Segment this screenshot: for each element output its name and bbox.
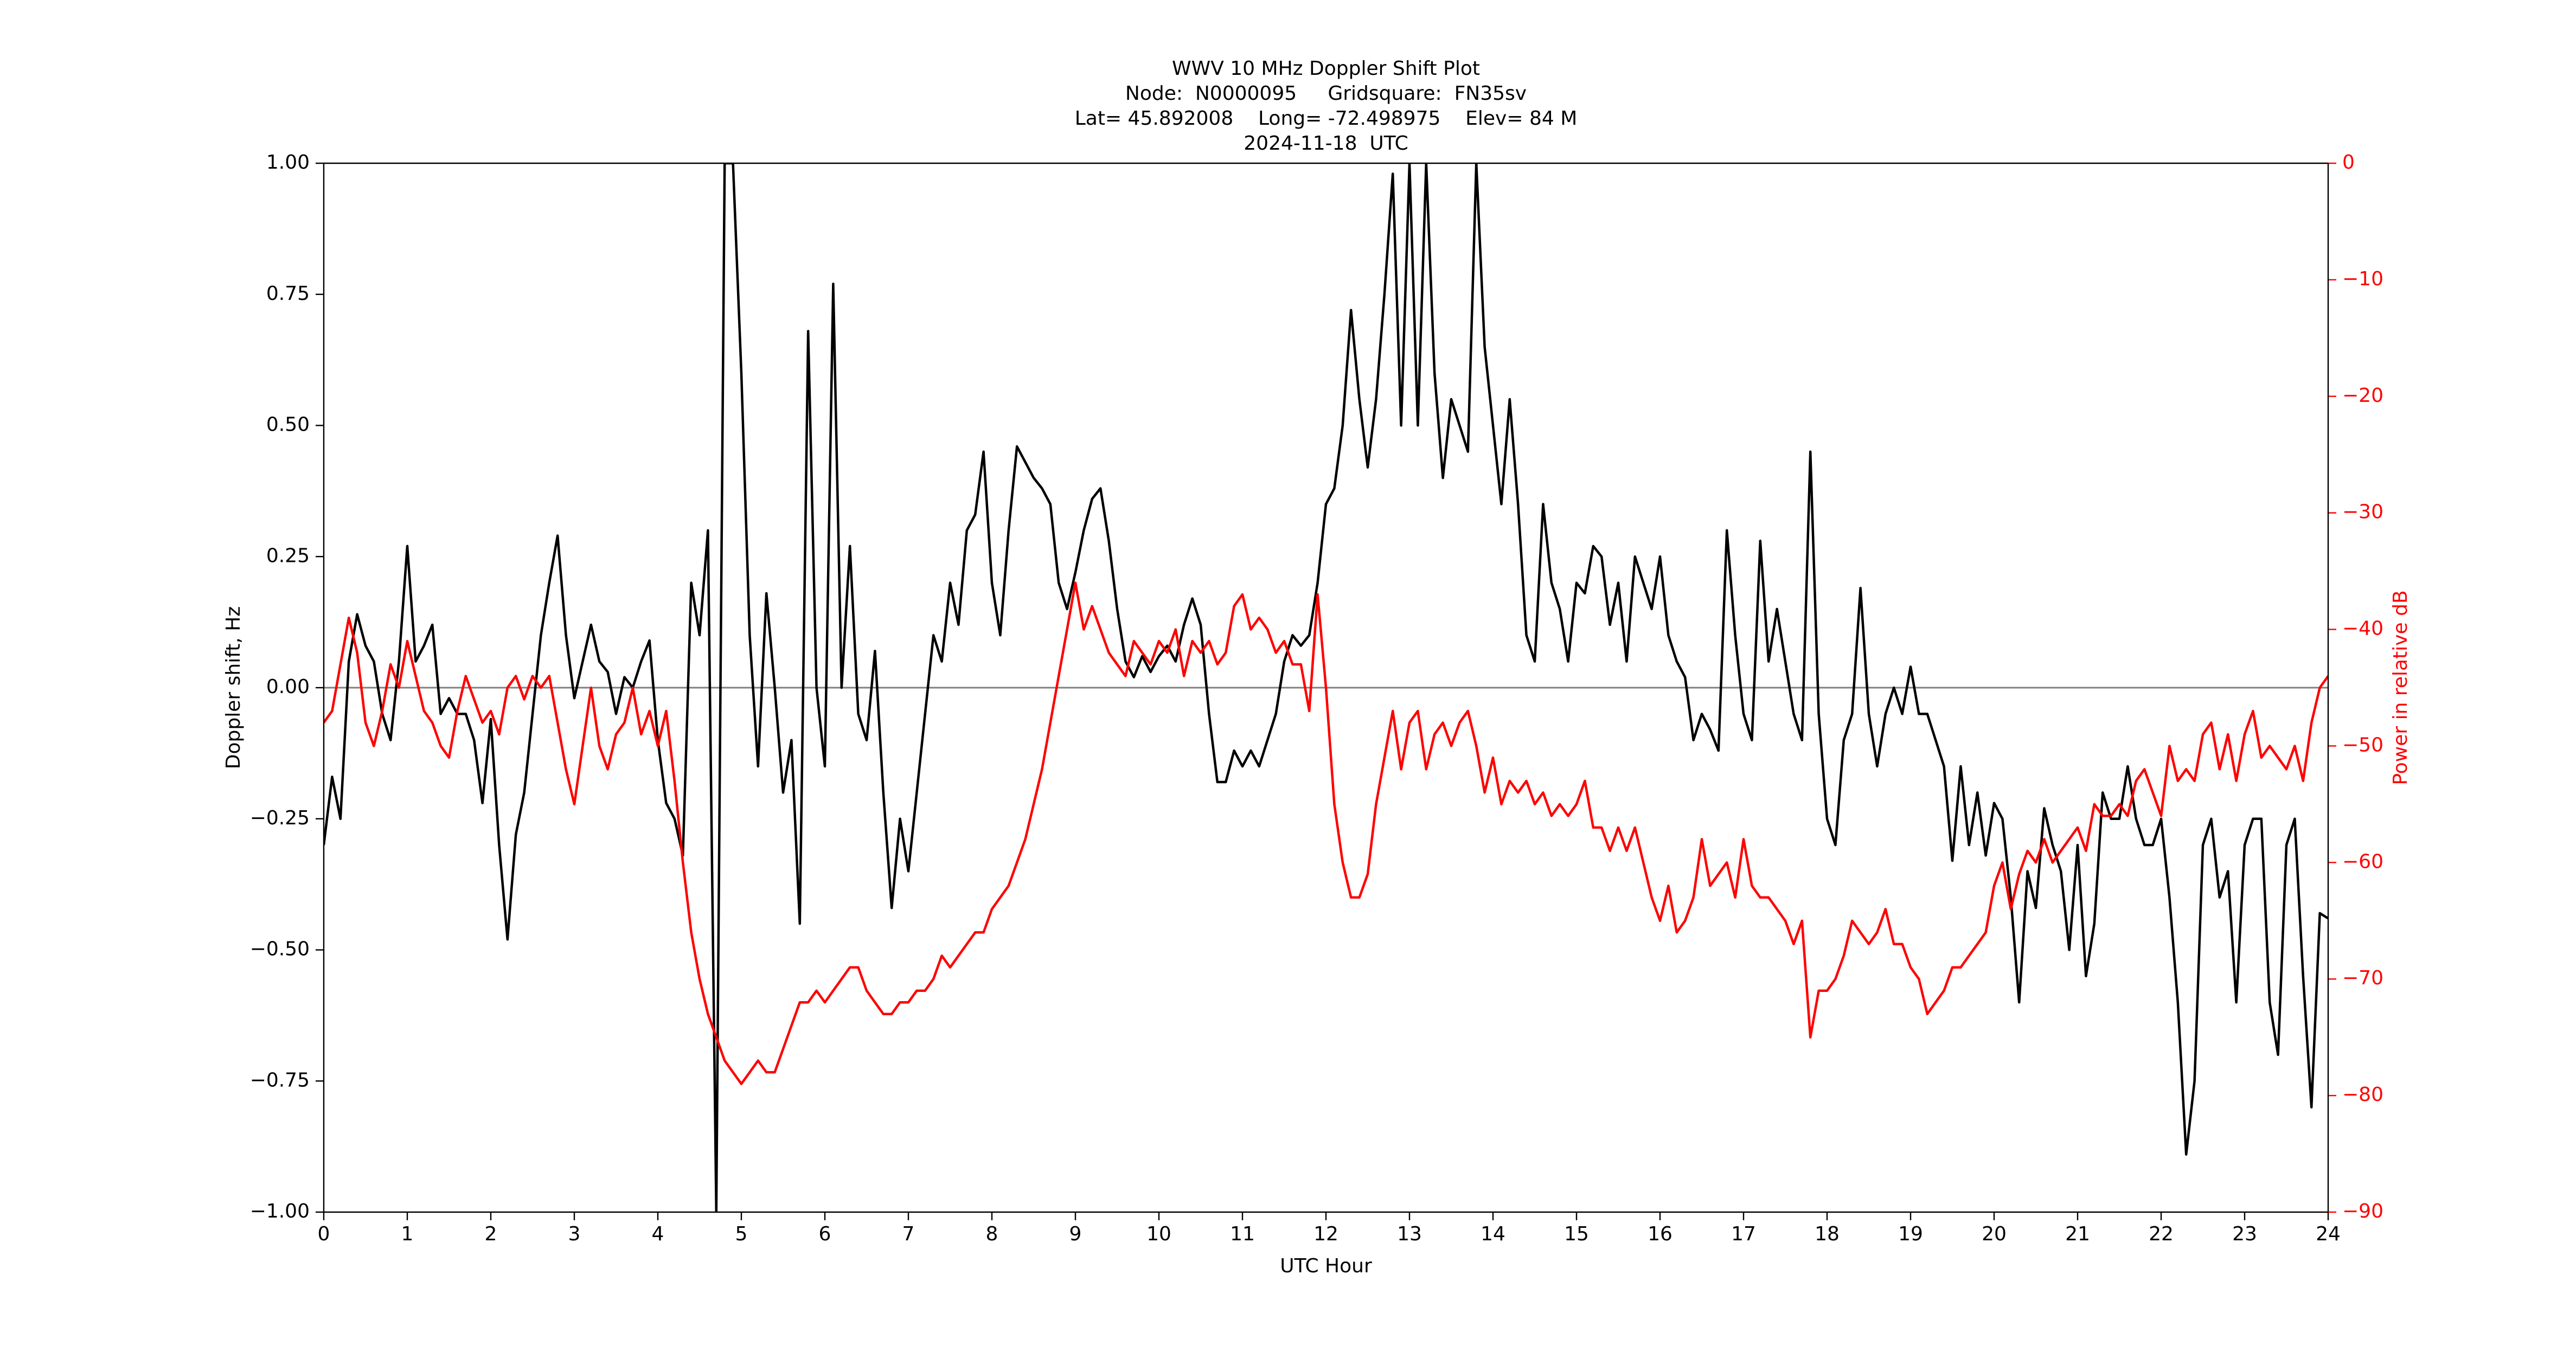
chart-title-line: WWV 10 MHz Doppler Shift Plot	[1172, 57, 1480, 80]
y2-tick-label: −60	[2342, 850, 2383, 873]
x-tick-label: 15	[1564, 1223, 1589, 1245]
y-tick-label: 0.50	[266, 414, 310, 436]
y2-tick-label: −50	[2342, 734, 2383, 756]
chart-title-line: 2024-11-18 UTC	[1244, 132, 1408, 155]
x-tick-label: 22	[2149, 1223, 2174, 1245]
x-tick-label: 24	[2316, 1223, 2341, 1245]
y-tick-label: 0.25	[266, 545, 310, 567]
y-axis-label: Doppler shift, Hz	[222, 606, 245, 769]
y-tick-label: 1.00	[266, 151, 310, 174]
x-tick-label: 1	[401, 1223, 414, 1245]
x-tick-label: 8	[986, 1223, 998, 1245]
x-tick-label: 12	[1313, 1223, 1338, 1245]
x-tick-label: 7	[902, 1223, 915, 1245]
y2-tick-label: −40	[2342, 618, 2383, 640]
x-tick-label: 13	[1397, 1223, 1422, 1245]
x-tick-label: 19	[1898, 1223, 1923, 1245]
series-line	[324, 581, 2328, 1085]
y2-tick-label: −20	[2342, 385, 2383, 407]
x-tick-label: 17	[1731, 1223, 1756, 1245]
y-tick-label: −1.00	[250, 1200, 310, 1222]
y-tick-label: 0.75	[266, 283, 310, 305]
x-tick-label: 16	[1648, 1223, 1673, 1245]
y-tick-label: 0.00	[266, 676, 310, 698]
x-tick-label: 2	[485, 1223, 497, 1245]
series-line	[324, 163, 2328, 1212]
x-tick-label: 4	[652, 1223, 664, 1245]
y2-tick-label: −70	[2342, 967, 2383, 989]
x-tick-label: 11	[1230, 1223, 1255, 1245]
y2-tick-label: −90	[2342, 1200, 2383, 1222]
x-tick-label: 6	[819, 1223, 831, 1245]
x-tick-label: 9	[1069, 1223, 1082, 1245]
y2-tick-label: −80	[2342, 1084, 2383, 1106]
x-tick-label: 14	[1481, 1223, 1505, 1245]
x-tick-label: 18	[1815, 1223, 1840, 1245]
y2-tick-label: −30	[2342, 501, 2383, 523]
x-tick-label: 10	[1146, 1223, 1171, 1245]
y-tick-label: −0.25	[250, 807, 310, 829]
x-tick-label: 20	[1982, 1223, 2007, 1245]
plot-area	[324, 163, 2328, 1212]
x-tick-label: 3	[568, 1223, 581, 1245]
x-tick-label: 23	[2232, 1223, 2257, 1245]
y2-axis-label: Power in relative dB	[2389, 590, 2412, 785]
y-tick-label: −0.50	[250, 938, 310, 960]
y2-tick-label: 0	[2342, 151, 2355, 174]
y2-tick-label: −10	[2342, 268, 2383, 290]
x-tick-label: 5	[735, 1223, 748, 1245]
chart-title-line: Lat= 45.892008 Long= -72.498975 Elev= 84…	[1075, 107, 1578, 130]
x-tick-label: 0	[318, 1223, 330, 1245]
x-axis-label: UTC Hour	[1280, 1255, 1372, 1277]
x-tick-label: 21	[2065, 1223, 2090, 1245]
chart-title-line: Node: N0000095 Gridsquare: FN35sv	[1125, 82, 1527, 105]
y-tick-label: −0.75	[250, 1069, 310, 1091]
